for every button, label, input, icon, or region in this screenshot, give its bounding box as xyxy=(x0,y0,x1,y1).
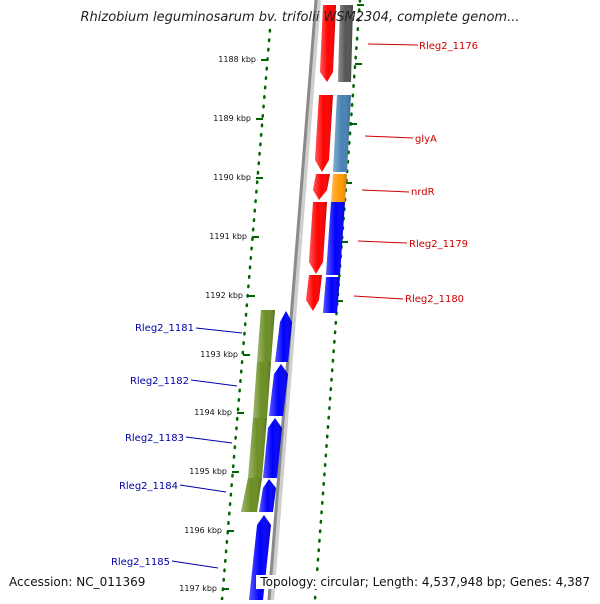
gene-rleg2-1183[interactable] xyxy=(248,418,282,478)
gene-nrdr[interactable] xyxy=(313,174,347,202)
ruler-tick: 1192 kbp xyxy=(205,291,255,300)
label-rleg2-1185[interactable]: Rleg2_1185 xyxy=(111,557,219,569)
inner-dotted-track xyxy=(220,28,272,602)
ruler-tick: 1193 kbp xyxy=(200,350,250,359)
gene-label-text[interactable]: Rleg2_1181 xyxy=(135,323,194,334)
ruler-tick: 1189 kbp xyxy=(213,114,263,123)
accession-text: Accession: NC_011369 xyxy=(9,575,146,589)
ruler-tick: 1195 kbp xyxy=(189,467,239,476)
ruler-tick: 1197 kbp xyxy=(179,584,229,593)
ruler-tick-label: 1189 kbp xyxy=(213,114,251,123)
ruler-tick: 1188 kbp xyxy=(218,55,268,64)
gene-label-text[interactable]: glyA xyxy=(415,134,437,145)
ruler-tick-label: 1196 kbp xyxy=(184,526,222,535)
gene-glya[interactable] xyxy=(315,95,351,172)
genome-summary-text: Topology: circular; Length: 4,537,948 bp… xyxy=(256,575,590,589)
ruler-tick-label: 1194 kbp xyxy=(194,408,232,417)
gene-rleg2-1185[interactable] xyxy=(249,515,271,600)
label-rleg2-1180[interactable]: Rleg2_1180 xyxy=(353,294,464,305)
ruler-tick: 1196 kbp xyxy=(184,526,234,535)
ruler-tick-label: 1195 kbp xyxy=(189,467,227,476)
gene-rleg2-1179[interactable] xyxy=(309,202,345,275)
gene-label-text[interactable]: nrdR xyxy=(411,187,435,198)
gene-rleg2-1181[interactable] xyxy=(257,310,292,362)
genome-backbone xyxy=(267,0,318,601)
ruler-tick-label: 1197 kbp xyxy=(179,584,217,593)
ruler-tick-label: 1190 kbp xyxy=(213,173,251,182)
ruler-tick: 1194 kbp xyxy=(194,408,244,417)
label-rleg2-1183[interactable]: Rleg2_1183 xyxy=(125,433,233,444)
gene-label-text[interactable]: Rleg2_1179 xyxy=(409,239,468,250)
genome-backbone-shadow xyxy=(268,0,321,601)
gene-label-text[interactable]: Rleg2_1183 xyxy=(125,433,184,444)
label-rleg2-1182[interactable]: Rleg2_1182 xyxy=(130,376,238,387)
gene-rleg2-1176[interactable] xyxy=(320,5,353,82)
gene-label-text[interactable]: Rleg2_1180 xyxy=(405,294,464,305)
label-rleg2-1176[interactable]: Rleg2_1176 xyxy=(367,41,478,52)
ruler-tick: 1190 kbp xyxy=(213,173,263,182)
label-rleg2-1181[interactable]: Rleg2_1181 xyxy=(135,323,243,334)
ruler-tick: 1191 kbp xyxy=(209,232,259,241)
map-title: Rhizobium leguminosarum bv. trifolii WSM… xyxy=(80,10,520,25)
gene-label-text[interactable]: Rleg2_1185 xyxy=(111,557,170,568)
ruler-tick-label: 1188 kbp xyxy=(218,55,256,64)
gene-label-text[interactable]: Rleg2_1184 xyxy=(119,481,178,492)
ruler-tick-label: 1193 kbp xyxy=(200,350,238,359)
label-rleg2-1184[interactable]: Rleg2_1184 xyxy=(119,481,227,493)
gene-rleg2-1180[interactable] xyxy=(306,275,340,313)
ruler-tick-label: 1191 kbp xyxy=(209,232,247,241)
gene-rleg2-1182[interactable] xyxy=(253,362,288,418)
ruler-tick-label: 1192 kbp xyxy=(205,291,243,300)
gene-rleg2-1184[interactable] xyxy=(241,478,276,512)
gene-label-text[interactable]: Rleg2_1176 xyxy=(419,41,478,52)
label-nrdr[interactable]: nrdR xyxy=(361,187,435,198)
gene-label-text[interactable]: Rleg2_1182 xyxy=(130,376,189,387)
ruler: 1188 kbp 1189 kbp 1190 kbp 1191 kbp 1192… xyxy=(179,55,268,593)
label-glya[interactable]: glyA xyxy=(364,134,437,145)
label-rleg2-1179[interactable]: Rleg2_1179 xyxy=(357,239,468,250)
